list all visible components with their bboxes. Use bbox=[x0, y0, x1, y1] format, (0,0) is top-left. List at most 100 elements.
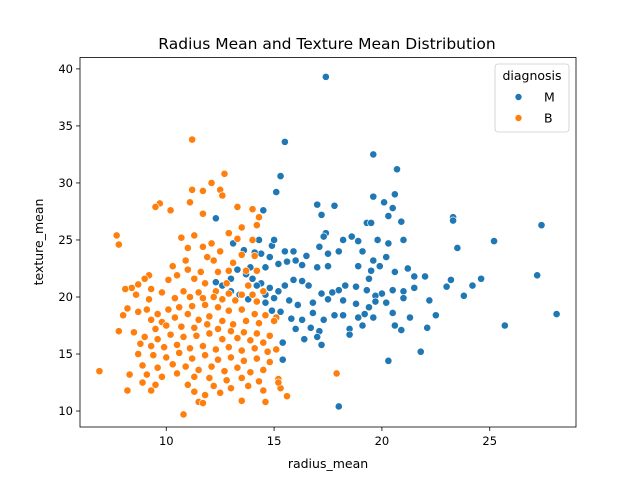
legend-label-b: B bbox=[544, 111, 553, 126]
data-point-m bbox=[367, 266, 376, 275]
data-point-b bbox=[224, 343, 233, 352]
data-point-b bbox=[207, 239, 216, 248]
data-point-b bbox=[177, 322, 186, 331]
data-point-m bbox=[406, 313, 414, 322]
data-point-b bbox=[244, 382, 253, 390]
data-point-b bbox=[227, 384, 235, 393]
data-point-m bbox=[403, 264, 412, 273]
data-point-m bbox=[382, 253, 391, 261]
data-point-b bbox=[214, 303, 222, 312]
data-point-b bbox=[199, 242, 207, 251]
data-point-b bbox=[214, 325, 222, 333]
data-point-m bbox=[354, 237, 363, 246]
data-point-m bbox=[334, 247, 343, 256]
data-point-b bbox=[224, 229, 233, 238]
data-point-m bbox=[453, 244, 462, 252]
data-point-m bbox=[274, 260, 283, 268]
data-point-b bbox=[233, 202, 242, 211]
data-point-b bbox=[261, 311, 270, 320]
data-point-b bbox=[181, 256, 190, 265]
data-point-b bbox=[203, 253, 212, 261]
data-point-b bbox=[237, 346, 246, 355]
data-point-m bbox=[365, 303, 373, 312]
data-point-b bbox=[218, 191, 227, 200]
data-point-m bbox=[393, 165, 401, 174]
data-point-m bbox=[399, 294, 408, 303]
data-point-m bbox=[358, 247, 367, 256]
data-point-m bbox=[347, 232, 356, 241]
data-point-b bbox=[190, 231, 199, 240]
data-point-b bbox=[199, 209, 207, 218]
data-point-m bbox=[352, 282, 360, 291]
data-point-m bbox=[352, 299, 360, 308]
data-point-b bbox=[274, 378, 283, 387]
data-point-m bbox=[388, 309, 397, 317]
data-point-m bbox=[289, 275, 298, 284]
data-point-m bbox=[274, 287, 283, 296]
x-tick-label: 15 bbox=[267, 434, 282, 448]
data-point-m bbox=[293, 301, 302, 309]
data-point-m bbox=[317, 289, 326, 298]
data-point-b bbox=[183, 265, 192, 274]
data-point-b bbox=[207, 362, 216, 371]
data-point-b bbox=[224, 289, 233, 298]
data-point-b bbox=[134, 350, 143, 358]
data-point-b bbox=[199, 399, 207, 407]
data-point-b bbox=[121, 285, 130, 293]
data-point-m bbox=[369, 192, 378, 201]
data-point-b bbox=[209, 382, 218, 390]
data-point-b bbox=[153, 363, 162, 372]
series-b bbox=[95, 135, 341, 419]
data-point-b bbox=[123, 386, 132, 395]
data-point-b bbox=[201, 391, 209, 399]
data-point-m bbox=[265, 253, 274, 261]
data-point-m bbox=[421, 272, 429, 281]
data-point-b bbox=[216, 247, 225, 256]
data-point-m bbox=[390, 268, 399, 276]
data-point-b bbox=[220, 169, 229, 178]
data-point-m bbox=[431, 311, 440, 320]
data-point-m bbox=[373, 236, 382, 244]
data-point-b bbox=[233, 334, 242, 342]
data-point-b bbox=[224, 306, 233, 315]
data-point-b bbox=[173, 369, 181, 378]
data-point-b bbox=[147, 342, 156, 350]
data-point-m bbox=[384, 212, 393, 220]
data-point-m bbox=[339, 311, 347, 320]
data-point-m bbox=[552, 310, 561, 318]
y-tick-label: 25 bbox=[58, 233, 73, 247]
data-point-m bbox=[313, 263, 322, 272]
data-point-m bbox=[278, 338, 287, 347]
data-point-m bbox=[334, 402, 343, 411]
data-point-m bbox=[369, 150, 378, 159]
data-point-b bbox=[183, 310, 192, 318]
data-point-b bbox=[252, 221, 261, 230]
data-point-b bbox=[158, 372, 166, 381]
data-point-b bbox=[147, 285, 156, 293]
data-point-b bbox=[147, 315, 156, 324]
data-point-b bbox=[259, 366, 268, 374]
data-point-m bbox=[319, 315, 328, 324]
legend-box bbox=[494, 63, 570, 133]
data-point-m bbox=[358, 321, 367, 330]
data-point-b bbox=[188, 302, 197, 311]
data-point-m bbox=[477, 274, 486, 283]
data-point-b bbox=[183, 244, 192, 252]
data-point-b bbox=[145, 295, 153, 304]
data-point-b bbox=[199, 187, 207, 195]
data-point-b bbox=[123, 304, 132, 313]
data-point-m bbox=[280, 281, 289, 290]
data-point-b bbox=[125, 370, 134, 379]
data-point-m bbox=[378, 289, 386, 298]
data-point-m bbox=[345, 330, 354, 339]
data-point-b bbox=[119, 311, 128, 320]
data-point-m bbox=[280, 137, 289, 146]
data-point-b bbox=[194, 366, 203, 374]
data-point-m bbox=[211, 278, 220, 287]
data-point-b bbox=[248, 205, 257, 214]
data-point-b bbox=[183, 380, 192, 389]
data-point-b bbox=[237, 250, 246, 259]
legend-marker-b bbox=[514, 114, 523, 122]
points-layer bbox=[95, 72, 561, 419]
data-point-m bbox=[257, 249, 266, 258]
